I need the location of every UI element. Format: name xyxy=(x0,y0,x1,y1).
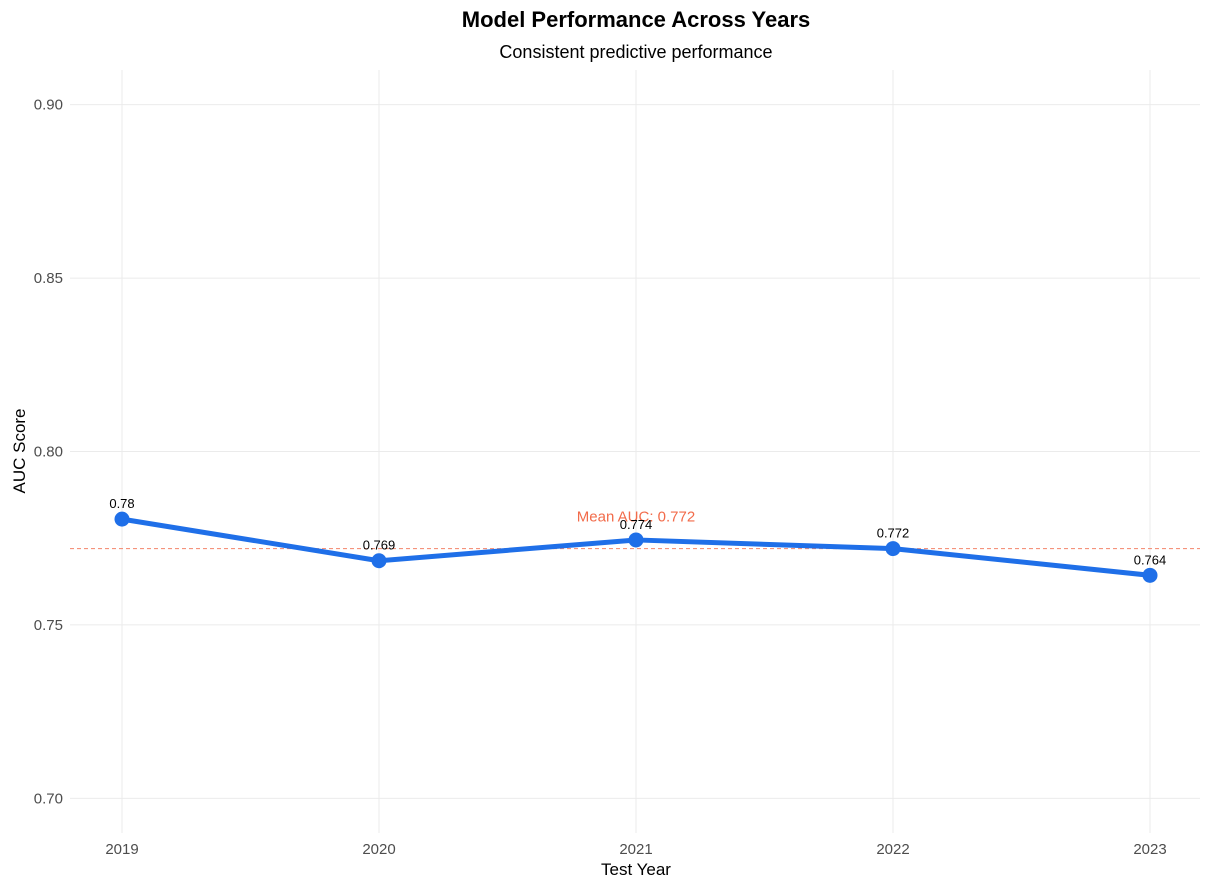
data-point xyxy=(371,553,387,569)
gridlines xyxy=(70,70,1200,833)
data-point xyxy=(885,541,901,557)
data-label: 0.769 xyxy=(363,538,396,553)
y-tick-label: 0.85 xyxy=(34,270,63,287)
x-tick-label: 2019 xyxy=(105,841,138,858)
chart-title: Model Performance Across Years xyxy=(462,7,811,32)
series-group xyxy=(114,511,1158,583)
y-tick-label: 0.80 xyxy=(34,444,63,461)
mean-auc-annotation: Mean AUC: 0.772 xyxy=(577,509,695,526)
y-tick-label: 0.90 xyxy=(34,97,63,114)
data-label: 0.78 xyxy=(109,496,134,511)
data-labels-group: 0.78 0.769 0.774 0.772 0.764 xyxy=(109,496,1166,567)
data-label: 0.764 xyxy=(1134,552,1167,567)
data-point xyxy=(114,511,130,527)
y-tick-label: 0.70 xyxy=(34,790,63,807)
x-tick-label: 2021 xyxy=(619,841,652,858)
x-axis-title: Test Year xyxy=(601,860,671,879)
data-point xyxy=(1142,567,1158,583)
data-point xyxy=(628,532,644,548)
x-tick-label: 2020 xyxy=(362,841,395,858)
data-label: 0.772 xyxy=(877,526,910,541)
data-label: 0.774 xyxy=(620,517,653,532)
y-tick-label: 0.75 xyxy=(34,617,63,634)
reference-line-group: Mean AUC: 0.772 xyxy=(70,509,1200,550)
x-tick-label: 2023 xyxy=(1133,841,1166,858)
x-tick-label: 2022 xyxy=(876,841,909,858)
y-axis-title: AUC Score xyxy=(10,408,29,493)
axis-ticks-group: 0.70 0.75 0.80 0.85 0.90 2019 2020 2021 2022 2023 xyxy=(34,97,1167,858)
chart-subtitle: Consistent predictive performance xyxy=(499,42,772,62)
